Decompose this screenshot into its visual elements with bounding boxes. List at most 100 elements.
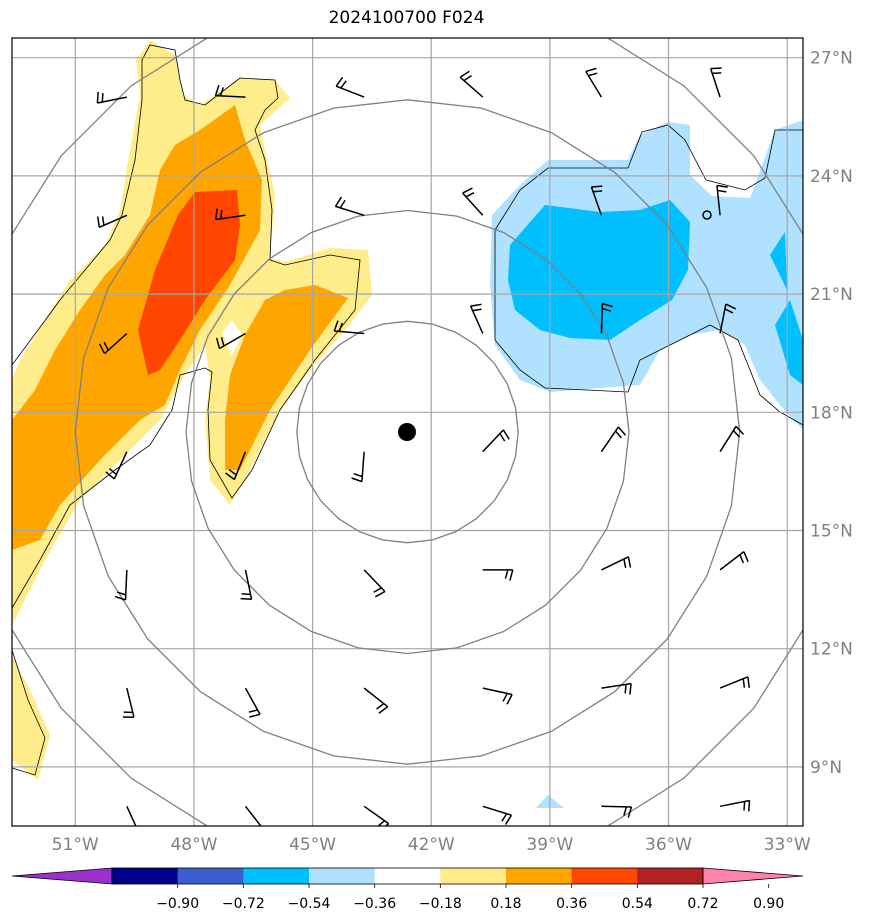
barb-feather (499, 433, 506, 442)
barb-feather (617, 426, 627, 436)
wind-barb (215, 208, 246, 221)
negative-field-mid (508, 200, 690, 340)
storm-center-marker (398, 423, 416, 441)
barb-feather (716, 184, 728, 188)
barb-feather (128, 829, 137, 830)
barb-feather (739, 554, 745, 564)
wind-barb (709, 67, 722, 98)
barb-feather (623, 806, 628, 816)
contour-outline (12, 44, 361, 609)
wind-barb (334, 196, 365, 217)
wind-barb (105, 451, 128, 480)
calm-wind-circle (702, 210, 712, 220)
wind-barb (244, 687, 261, 718)
barb-feather (588, 72, 598, 77)
colorbar-segment (637, 868, 704, 884)
wind-barb (719, 551, 749, 571)
wind-barb (335, 76, 365, 98)
wind-barb (351, 451, 365, 483)
barb-feather (101, 216, 105, 226)
barb-feather (101, 92, 104, 103)
wind-barb (215, 332, 246, 350)
colorbar-tick-label: −0.36 (353, 896, 396, 912)
barb-feather (504, 569, 509, 579)
barb-feather (228, 468, 237, 476)
barb-feather (624, 684, 627, 694)
longitude-labels: 51°W 48°W 45°W 42°W 39°W 36°W 33°W (52, 835, 811, 855)
lon-tick-label: 51°W (52, 835, 99, 855)
wind-barb (96, 214, 128, 229)
colorbar-tick-label: −0.90 (156, 896, 199, 912)
barb-feather (509, 569, 514, 581)
barb-feather (103, 341, 109, 351)
barb-feather (615, 430, 622, 439)
barb-feather (735, 425, 745, 435)
colorbar-segment (112, 868, 179, 884)
range-ring (12, 38, 803, 826)
barb-feather (98, 343, 106, 354)
barb-feather (623, 558, 627, 568)
lon-tick-label: 36°W (645, 835, 692, 855)
barb-feather (254, 830, 264, 834)
lat-tick-label: 12°N (810, 640, 853, 660)
wind-barb (122, 687, 135, 718)
barb-feather (593, 190, 603, 193)
lon-tick-label: 42°W (408, 835, 455, 855)
barb-feather (215, 208, 218, 220)
barb-feather (506, 694, 513, 705)
wind-barb (601, 556, 632, 571)
barb-shaft (244, 687, 261, 715)
wind-barb (716, 184, 728, 216)
barb-shaft (590, 186, 603, 216)
colorbar: −0.90 −0.72 −0.54 −0.36 −0.18 0.18 0.36 0.54 0.7… (11, 867, 804, 912)
wind-barb (214, 84, 246, 98)
wind-barb (240, 569, 253, 601)
wind-barb (98, 332, 128, 355)
barb-feather (712, 72, 722, 75)
barb-shaft (99, 214, 128, 229)
barb-feather (378, 706, 389, 714)
positive-field-strong (138, 190, 240, 375)
barb-shaft (244, 805, 262, 826)
lat-tick-label: 24°N (810, 167, 853, 187)
barb-feather (339, 199, 346, 209)
barb-feather (732, 430, 741, 438)
colorbar-segment (309, 868, 376, 884)
wind-barb (469, 303, 484, 334)
barb-feather (109, 468, 117, 476)
barb-shaft (585, 71, 603, 98)
colorbar-segment (177, 868, 244, 884)
barb-feather (629, 683, 632, 695)
lon-tick-label: 45°W (289, 835, 336, 855)
barb-feather (215, 337, 221, 349)
lat-tick-label: 21°N (810, 285, 853, 305)
barb-feather (105, 471, 115, 480)
barb-shaft (601, 805, 632, 808)
shaded-fields (12, 40, 803, 808)
colorbar-outline (111, 867, 704, 885)
barb-feather (462, 187, 473, 194)
barb-feather (743, 801, 746, 811)
wind-barb (363, 805, 390, 826)
barb-feather (338, 322, 343, 332)
barb-shaft (600, 303, 604, 334)
contour-lines (12, 44, 803, 776)
lat-tick-label: 15°N (810, 522, 853, 542)
barb-shaft (363, 805, 390, 825)
barb-feather (710, 67, 722, 70)
barb-feather (219, 87, 224, 97)
barb-shaft (719, 551, 745, 571)
barb-shaft (459, 76, 484, 98)
contour-outline (494, 324, 803, 426)
colorbar-tick-label: 0.36 (556, 896, 587, 912)
positive-field-mid-2 (225, 285, 348, 470)
barb-feather (748, 800, 751, 812)
barb-shaft (124, 569, 128, 600)
barb-feather (334, 196, 343, 207)
barb-feather (724, 308, 734, 314)
wind-barb (363, 687, 389, 714)
barb-feather (114, 595, 126, 601)
colorbar-extend-max (702, 867, 804, 885)
wind-barb (482, 429, 510, 453)
colorbar-segment (571, 868, 638, 884)
